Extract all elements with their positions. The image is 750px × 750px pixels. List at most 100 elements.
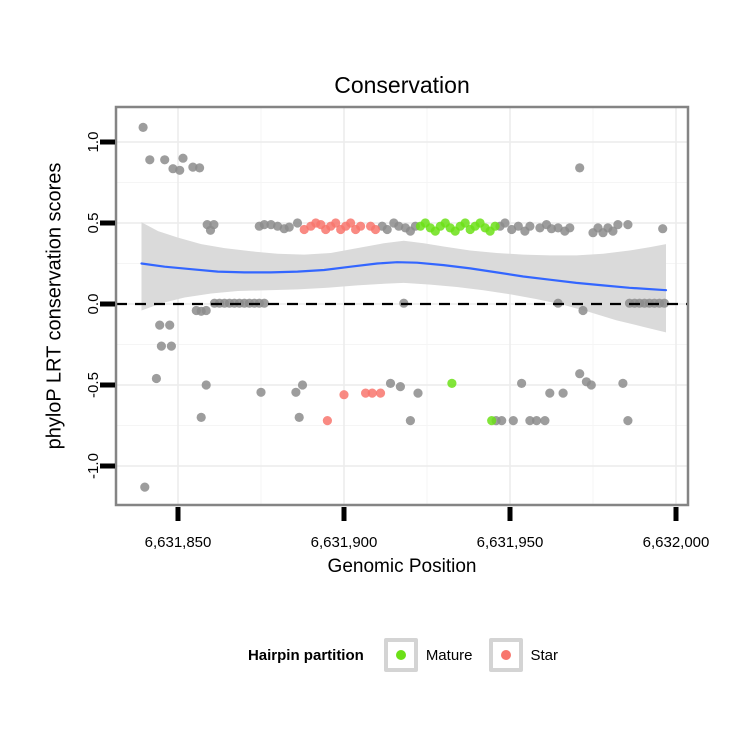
scatter-point-other [155,320,165,330]
scatter-point-other [525,416,535,426]
scatter-point-other [513,221,523,231]
x-tick-mark [341,507,347,521]
legend: Hairpin partition Mature Star [116,638,690,672]
y-tick-label: 0.5 [85,213,102,234]
scatter-point-other [160,155,170,165]
x-tick-label: 6,631,950 [477,534,544,551]
scatter-point-other [385,378,396,388]
scatter-point-other [545,388,555,398]
panel-border [114,105,690,507]
scatter-point-other [540,416,550,426]
scatter-point-other [658,224,668,234]
scatter-point-other [608,226,618,236]
scatter-point-other [405,416,415,426]
legend-key-star [488,638,523,672]
scatter-point-other [138,122,148,132]
scatter-point-other [140,482,150,492]
scatter-point-other [166,341,176,351]
y-axis-title: phyloP LRT conservation scores [43,162,66,450]
legend-dot-icon [500,650,511,660]
y-tick-label: 0.0 [85,294,102,315]
legend-key-mature [383,638,418,672]
legend-entry-mature: Mature [383,638,473,672]
scatter-point-other [178,153,188,163]
scatter-point-other [156,341,166,351]
y-tick-mark [100,139,115,145]
y-tick-mark [100,463,115,469]
legend-label: Star [530,646,559,664]
scatter-point-other [613,220,623,230]
legend-entries: Mature Star [383,638,559,672]
scatter-point-other [517,378,527,388]
confidence-ribbon [141,222,666,333]
scatter-point-other [165,320,175,330]
scatter-point-other [259,220,269,230]
y-tick-label: -0.5 [85,372,102,398]
scatter-point-other [145,155,155,165]
scatter-point-other [525,221,535,231]
chart-title: Conservation [334,72,470,98]
scatter-point-other [565,223,575,233]
scatter-point-mature [447,378,457,388]
scatter-point-other [151,373,161,384]
legend-label: Mature [425,646,473,664]
scatter-point-other [188,162,198,172]
scatter-point-other [284,222,294,232]
x-tick-label: 6,631,900 [311,534,378,551]
scatter-point-star [339,390,349,400]
legend-dot-icon [395,650,406,660]
scatter-point-star [375,388,386,398]
scatter-point-other [256,387,266,397]
scatter-point-other [659,298,670,308]
y-tick-mark [100,382,115,388]
x-tick-label: 6,632,000 [643,534,710,551]
scatter-point-other [196,412,206,422]
x-axis-title: Genomic Position [327,556,477,577]
y-tick-label: 1.0 [85,132,102,153]
scatter-point-other [205,225,216,235]
scatter-point-other [618,378,628,388]
x-tick-mark [507,507,513,521]
scatter-point-other [294,412,304,422]
scatter-point-other [395,382,405,392]
scatter-point-other [558,388,568,398]
scatter-point-other [575,163,585,173]
legend-entry-star: Star [488,638,559,672]
scatter-point-other [195,163,205,173]
scatter-point-other [623,416,633,426]
scatter-point-other [175,165,185,175]
scatter-point-other [532,416,542,426]
scatter-point-other [291,387,301,397]
scatter-point-other [497,416,507,426]
scatter-point-other [413,388,423,398]
x-tick-mark [673,507,679,521]
scatter-point-other [508,416,518,426]
scatter-point-mature [490,221,500,231]
x-tick-mark [175,507,181,521]
scatter-point-star [331,218,341,228]
scatter-point-other [586,380,596,390]
scatter-point-star [322,416,332,426]
x-tick-label: 6,631,850 [145,534,212,551]
scatter-point-other [297,380,308,390]
scatter-point-other [500,218,510,228]
scatter-point-other [201,380,211,390]
scatter-point-other [259,298,269,308]
legend-title: Hairpin partition [247,646,364,664]
scatter-point-other [578,305,588,316]
scatter-point-mature [460,218,470,228]
scatter-point-star [361,388,371,398]
smooth-line [140,261,668,292]
scatter-point-mature [487,416,497,426]
y-tick-mark [100,220,115,226]
scatter-point-star [367,388,377,398]
scatter-point-other [382,224,392,235]
scatter-point-other [575,369,585,379]
y-tick-label: -1.0 [85,453,102,479]
scatter-point-other [623,220,633,230]
scatter-point-star [370,224,381,235]
scatter-point-star [346,218,356,228]
scatter-point-other [201,305,211,316]
